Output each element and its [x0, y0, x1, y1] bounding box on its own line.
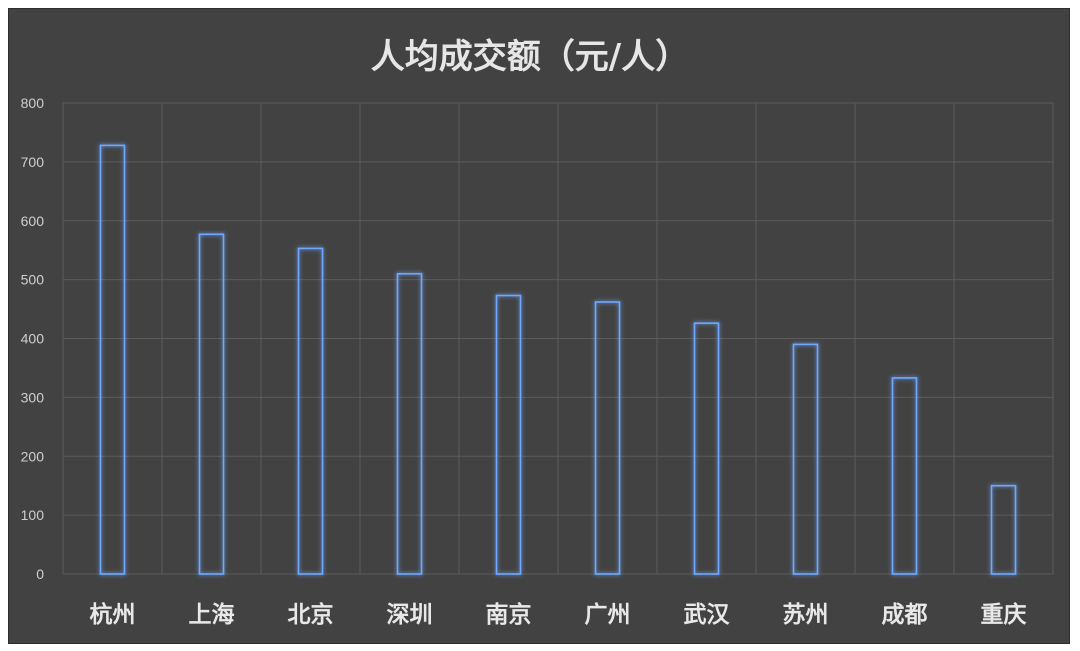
x-tick-label: 武汉	[684, 602, 731, 628]
bar	[990, 484, 1017, 575]
bar	[396, 272, 423, 575]
y-tick-label: 500	[21, 272, 45, 288]
x-tick-label: 广州	[585, 601, 631, 628]
chart-title: 人均成交额（元/人）	[371, 37, 689, 77]
x-tick-label: 上海	[189, 601, 235, 628]
x-tick-label: 成都	[882, 602, 928, 628]
bar	[495, 294, 522, 575]
bar	[891, 377, 918, 575]
x-tick-label: 北京	[288, 601, 334, 628]
grid	[62, 102, 1054, 575]
x-tick-label: 南京	[486, 601, 532, 628]
bar	[792, 343, 819, 575]
bar	[594, 301, 621, 575]
y-tick-label: 600	[21, 213, 45, 229]
y-tick-label: 200	[21, 448, 45, 464]
bar	[693, 322, 720, 575]
y-tick-label: 700	[21, 154, 45, 170]
y-tick-label: 400	[21, 331, 45, 347]
x-tick-label: 杭州	[90, 601, 136, 628]
x-tick-label: 苏州	[783, 602, 829, 628]
x-tick-label: 深圳	[387, 602, 433, 628]
bars	[99, 144, 1017, 575]
bar	[297, 247, 324, 575]
x-axis-ticks: 杭州 上海 北京 深圳 南京 广州 武汉 苏州 成都 重庆	[90, 601, 1027, 628]
x-tick-label: 重庆	[981, 601, 1027, 628]
y-tick-label: 100	[21, 507, 45, 523]
y-axis-ticks: 0 100 200 300 400 500 600 700 800	[21, 95, 45, 582]
y-tick-label: 300	[21, 389, 45, 405]
y-tick-label: 800	[21, 95, 45, 111]
bar	[198, 233, 225, 575]
y-tick-label: 0	[36, 566, 44, 582]
bar	[99, 144, 126, 575]
